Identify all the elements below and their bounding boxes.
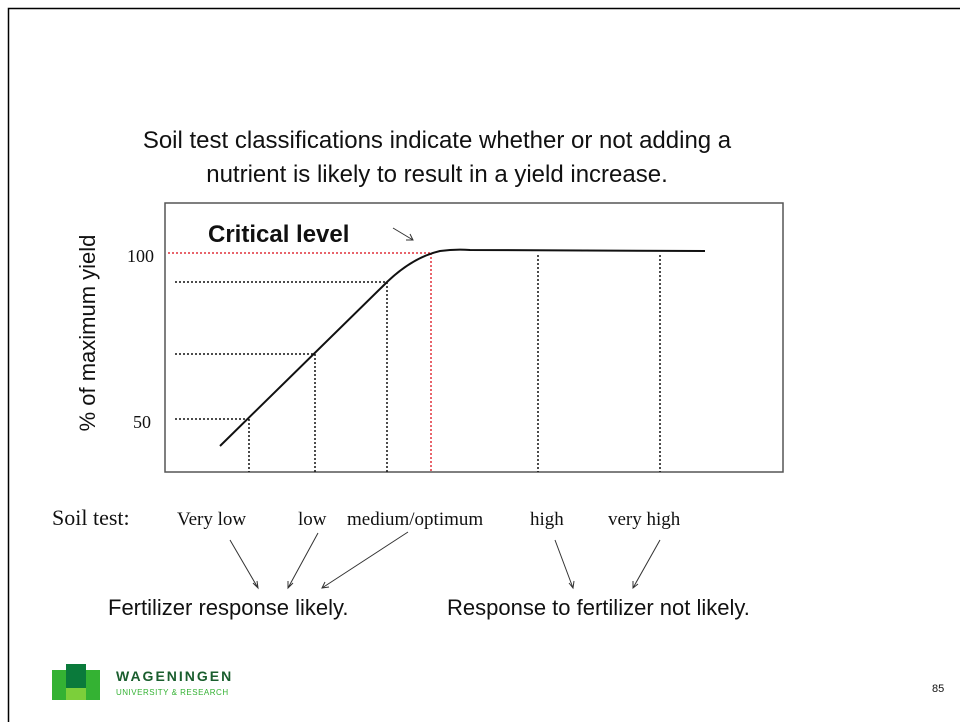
guide-lines: [175, 255, 661, 472]
class-label: low: [298, 509, 327, 530]
response-text: Response to fertilizer not likely.: [447, 595, 750, 620]
critical-arrow: [392, 227, 414, 241]
y-tick-label: 50: [133, 412, 151, 432]
soil-test-label: Soil test:: [52, 505, 130, 530]
response-curve: [219, 248, 706, 447]
page-number: 85: [932, 683, 944, 695]
response-text: Fertilizer response likely.: [108, 595, 348, 620]
logo: WAGENINGEN UNIVERSITY & RESEARCH: [52, 664, 233, 700]
y-tick-label: 100: [127, 246, 154, 266]
class-label: Very low: [177, 509, 246, 530]
pointer-arrows: [229, 531, 661, 590]
logo-name: WAGENINGEN: [116, 668, 233, 684]
y-axis-label: % of maximum yield: [75, 235, 100, 432]
title-line: nutrient is likely to result in a yield …: [206, 161, 668, 188]
graph-frame: [164, 202, 784, 473]
critical-label: Critical level: [208, 221, 349, 248]
title-line: Soil test classifications indicate wheth…: [143, 127, 732, 154]
logo-subtitle: UNIVERSITY & RESEARCH: [116, 688, 229, 697]
slide-border: [7, 7, 960, 722]
class-label: high: [530, 509, 564, 530]
class-label: very high: [608, 509, 681, 530]
class-label: medium/optimum: [347, 509, 483, 530]
